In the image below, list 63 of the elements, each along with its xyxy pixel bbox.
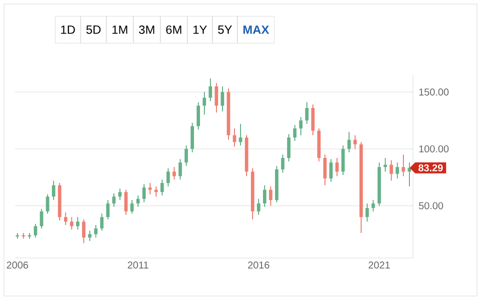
candlestick [402,154,406,177]
candlestick [190,122,194,153]
candlestick [142,184,146,203]
text: 5Y [218,26,232,34]
candlestick [372,200,375,212]
candlestick [353,134,357,150]
x-tick-label: 2016 [248,262,270,269]
candlestick [46,194,50,214]
y-tick-label: 100.00 [419,145,449,152]
candlestick [202,92,206,116]
candlestick [232,128,236,148]
candlestick [311,104,315,136]
text: 1Y [193,26,207,34]
text: MAX [243,26,270,34]
candlestick [281,154,284,174]
candlestick [196,102,200,130]
text: 5D [86,26,101,34]
text: 6M [166,25,182,34]
candlestick [172,166,176,180]
candlestick [408,162,412,187]
candlestick [106,200,110,220]
candlestick [160,179,164,196]
candlestick [100,213,104,232]
candlestick [70,216,74,230]
annotation: 83.29 [418,164,443,172]
candlestick [148,182,152,195]
x-tick-label: 2006 [6,262,28,269]
x-tick-label: 2011 [128,262,148,269]
y-tick-label: 50.00 [418,202,444,210]
candlestick [118,188,122,200]
candlestick [34,224,38,238]
candlestick [256,198,260,216]
candlestick [88,230,92,242]
candlestick [269,186,272,206]
y-tick-label: 150.00 [419,88,449,96]
candlestick [299,116,303,136]
text: 1D [61,26,75,34]
candlestick [16,232,20,240]
candlestick [82,218,86,244]
candlestick [390,160,393,182]
candlestick [166,168,170,187]
candlestick [94,224,98,238]
candlestick [384,158,387,172]
candlestick [184,145,188,166]
candlestick [124,189,128,216]
candlestick [396,162,400,179]
candlestick [208,78,212,102]
candlestick [178,158,182,180]
candlestick [347,131,351,153]
candlestick [365,203,369,222]
candlestick [64,212,68,226]
candlestick [214,82,218,113]
candlestick [76,216,80,230]
candlestick [287,134,290,162]
x-tick-label: 2021 [368,262,390,269]
candlestick [262,184,266,208]
candlestick [52,180,56,200]
candlestick [293,124,296,142]
candlestick [305,102,309,124]
text: 3M [139,25,154,34]
text: 1M [112,26,128,34]
candlestick [154,186,158,198]
candlestick [112,192,116,208]
